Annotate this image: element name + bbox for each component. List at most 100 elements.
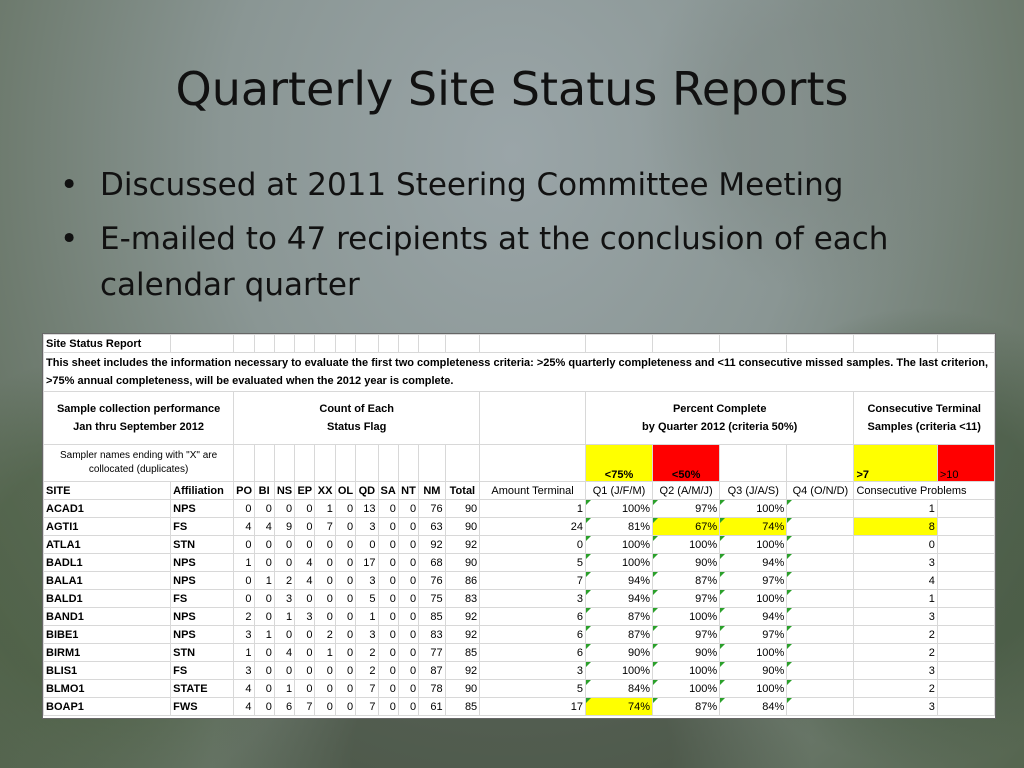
total-cell: 92	[444, 607, 481, 626]
flag-count-cell: 2	[314, 625, 336, 644]
flag-count-cell: 3	[355, 625, 379, 644]
flag-count-cell: 0	[377, 661, 399, 680]
site-cell: BIRM1	[43, 643, 172, 662]
flag-count-cell: 1	[253, 571, 275, 590]
total-cell: 92	[444, 535, 481, 554]
flag-count-cell: 0	[334, 643, 357, 662]
legend-lt50: <50%	[652, 444, 721, 482]
affiliation-cell: STATE	[170, 679, 235, 698]
quarter-percent-cell: 100%	[652, 661, 721, 680]
terminal-cell: 3	[479, 589, 586, 608]
total-cell: 92	[444, 661, 481, 680]
flag-count-cell: 1	[253, 625, 275, 644]
flag-count-cell: 1	[233, 643, 255, 662]
site-cell: BIBE1	[43, 625, 172, 644]
consecutive-problems-cell: 2	[853, 679, 938, 698]
quarter-percent-cell: 67%	[652, 517, 721, 536]
quarter-percent-cell: 100%	[652, 607, 721, 626]
percent-label: Percent Complete by Quarter 2012 (criteri…	[584, 391, 855, 445]
terminal-cell: 5	[479, 679, 586, 698]
flag-count-cell: 0	[253, 607, 275, 626]
column-header-row: SITE Affiliation PO BI NS EP XX OL QD SA…	[43, 481, 995, 500]
table-row: BALD1 FS 0 0 3 0 0 0 5 0 0 75 83 3 94% 97% 100% 1	[43, 589, 995, 608]
flag-count-cell: 0	[233, 571, 255, 590]
affiliation-cell: FS	[170, 517, 235, 536]
terminal-cell: 24	[479, 517, 586, 536]
flag-count-cell: 1	[314, 643, 336, 662]
total-cell: 90	[444, 499, 481, 518]
legend-gt7: >7	[853, 444, 938, 482]
flag-count-cell: 1	[355, 607, 379, 626]
flag-count-cell: 0	[397, 553, 420, 572]
flag-count-cell: 0	[273, 661, 296, 680]
quarter-percent-cell: 87%	[652, 697, 721, 716]
flag-count-cell: 2	[233, 607, 255, 626]
quarter-percent-cell: 97%	[719, 571, 788, 590]
total-cell: 90	[444, 679, 481, 698]
flag-count-cell: 0	[334, 679, 357, 698]
site-cell: ACAD1	[43, 499, 172, 518]
flag-count-cell: 3	[233, 661, 255, 680]
table-row: BAND1 NPS 2 0 1 3 0 0 1 0 0 85 92 6 87% 100% 94% 3	[43, 607, 995, 626]
flag-count-cell: 1	[233, 553, 255, 572]
flag-count-cell: 0	[253, 679, 275, 698]
flag-count-cell: 0	[294, 517, 316, 536]
quarter-percent-cell: 94%	[584, 571, 654, 590]
affiliation-cell: NPS	[170, 553, 235, 572]
flag-count-cell: 77	[418, 643, 446, 662]
count-label: Count of Each Status Flag	[233, 391, 481, 445]
flag-count-cell: 0	[334, 625, 357, 644]
bullet-icon: •	[60, 167, 79, 203]
flag-count-cell: 0	[233, 499, 255, 518]
quarter-percent-cell: 90%	[584, 643, 654, 662]
flag-count-cell: 0	[294, 499, 316, 518]
quarter-percent-cell: 74%	[584, 697, 654, 716]
quarter-percent-cell: 90%	[652, 643, 721, 662]
flag-count-cell: 0	[397, 625, 420, 644]
site-cell: ATLA1	[43, 535, 172, 554]
terminal-cell: 5	[479, 553, 586, 572]
bullet-item: • Discussed at 2011 Steering Committee Me…	[60, 162, 960, 208]
affiliation-cell: STN	[170, 643, 235, 662]
flag-count-cell: 0	[377, 499, 399, 518]
terminal-cell: 7	[479, 571, 586, 590]
legend-lt75: <75%	[584, 444, 654, 482]
flag-count-cell: 0	[377, 697, 399, 716]
flag-count-cell: 0	[273, 625, 296, 644]
flag-count-cell: 0	[314, 535, 336, 554]
flag-count-cell: 7	[294, 697, 316, 716]
spreadsheet: Site Status Report This sheet includes t…	[42, 333, 996, 719]
flag-count-cell: 0	[273, 535, 296, 554]
table-row: ACAD1 NPS 0 0 0 0 1 0 13 0 0 76 90 1 100% 97% 100% 1	[43, 499, 995, 518]
flag-count-cell: 0	[294, 625, 316, 644]
flag-count-cell: 0	[334, 517, 357, 536]
flag-count-cell: 87	[418, 661, 446, 680]
consecutive-problems-cell: 1	[853, 589, 938, 608]
quarter-percent-cell: 100%	[719, 643, 788, 662]
flag-count-cell: 75	[418, 589, 446, 608]
quarter-percent-cell: 94%	[719, 553, 788, 572]
table-row: BIBE1 NPS 3 1 0 0 2 0 3 0 0 83 92 6 87% 97% 97% 2	[43, 625, 995, 644]
flag-count-cell: 0	[397, 571, 420, 590]
total-cell: 86	[444, 571, 481, 590]
flag-count-cell: 0	[377, 625, 399, 644]
quarter-percent-cell: 90%	[719, 661, 788, 680]
quarter-percent-cell: 97%	[652, 625, 721, 644]
site-cell: BALA1	[43, 571, 172, 590]
site-cell: BLIS1	[43, 661, 172, 680]
consecutive-problems-cell: 3	[853, 697, 938, 716]
quarter-percent-cell	[786, 535, 855, 554]
consecutive-problems-cell: 3	[853, 553, 938, 572]
table-row: BIRM1 STN 1 0 4 0 1 0 2 0 0 77 85 6 90% 90% 100% 2	[43, 643, 995, 662]
flag-count-cell: 0	[377, 643, 399, 662]
consecutive-problems-cell: 3	[853, 607, 938, 626]
flag-count-cell: 68	[418, 553, 446, 572]
flag-count-cell: 4	[273, 643, 296, 662]
quarter-percent-cell: 84%	[584, 679, 654, 698]
flag-count-cell: 2	[355, 661, 379, 680]
total-cell: 83	[444, 589, 481, 608]
consecutive-problems-cell: 2	[853, 625, 938, 644]
flag-count-cell: 3	[355, 571, 379, 590]
total-cell: 92	[444, 625, 481, 644]
quarter-percent-cell	[786, 607, 855, 626]
